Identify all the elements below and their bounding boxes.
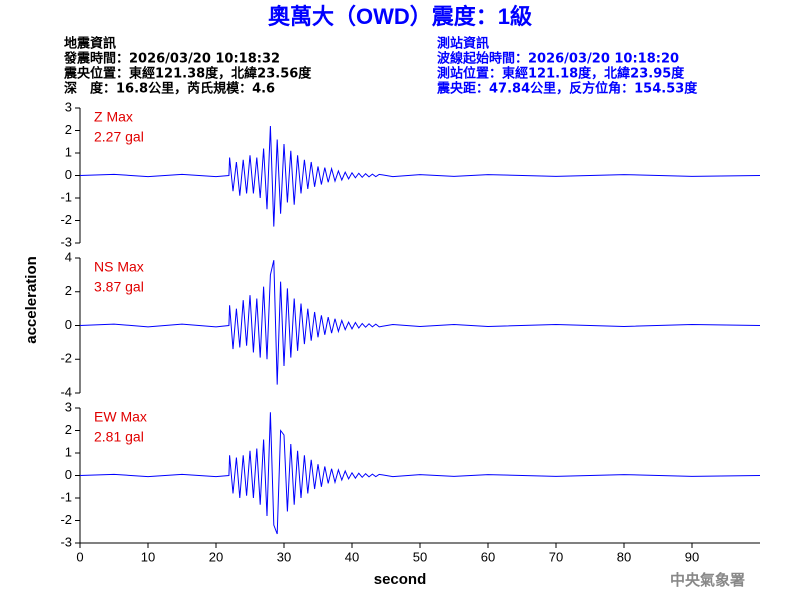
waveform	[79, 260, 761, 385]
info-line: 測站資訊	[437, 36, 489, 52]
info-line: 發震時間：2026/03/20 10:18:32	[63, 51, 280, 67]
x-tick-label: 20	[209, 549, 223, 564]
component-label: EW Max	[94, 409, 147, 425]
info-line: 震央位置：東經121.38度，北緯23.56度	[63, 66, 312, 82]
y-tick-label: 3	[65, 399, 72, 414]
component-label: NS Max	[94, 259, 144, 275]
y-tick-label: -2	[60, 512, 72, 527]
info-line: 波線起始時間：2026/03/20 10:18:20	[437, 51, 679, 67]
y-tick-label: 0	[65, 317, 72, 332]
info-line: 地震資訊	[64, 36, 116, 52]
waveform	[79, 412, 761, 535]
info-left: 地震資訊 發震時間：2026/03/20 10:18:32 震央位置：東經121…	[63, 36, 312, 97]
y-axis-label: acceleration	[23, 256, 40, 344]
x-tick-label: 70	[549, 549, 563, 564]
y-tick-label: -2	[60, 351, 72, 366]
y-tick-label: 4	[65, 249, 72, 264]
chart-title: 奧萬大（OWD）震度：1級	[268, 4, 532, 29]
agency: 中央氣象署	[670, 571, 745, 589]
info-line: 震央距：47.84公里，反方位角：154.53度	[436, 81, 698, 97]
max-label: 2.27 gal	[94, 129, 144, 145]
info-line: 深 度：16.8公里，芮氏規模：4.6	[64, 81, 275, 97]
y-tick-label: 0	[65, 167, 72, 182]
y-tick-label: 2	[65, 283, 72, 298]
x-tick-label: 10	[141, 549, 155, 564]
y-tick-label: -3	[60, 234, 72, 249]
y-tick-label: 3	[65, 99, 72, 114]
y-tick-label: -3	[60, 534, 72, 549]
y-tick-label: 1	[65, 444, 72, 459]
x-tick-label: 0	[76, 549, 83, 564]
x-tick-label: 40	[345, 549, 359, 564]
y-tick-label: 1	[65, 144, 72, 159]
x-tick-label: 50	[413, 549, 427, 564]
y-tick-label: -1	[60, 189, 72, 204]
y-tick-label: 0	[65, 467, 72, 482]
x-tick-label: 30	[277, 549, 291, 564]
y-tick-label: -4	[60, 384, 72, 399]
y-tick-label: -1	[60, 489, 72, 504]
max-label: 3.87 gal	[94, 279, 144, 295]
y-tick-label: 2	[65, 422, 72, 437]
max-label: 2.81 gal	[94, 429, 144, 445]
y-tick-label: -2	[60, 212, 72, 227]
info-right: 測站資訊 波線起始時間：2026/03/20 10:18:20 測站位置：東經1…	[436, 36, 698, 97]
waveform	[79, 125, 761, 227]
x-tick-label: 90	[685, 549, 699, 564]
info-line: 測站位置：東經121.18度，北緯23.95度	[437, 66, 685, 82]
y-tick-label: 2	[65, 122, 72, 137]
x-tick-label: 60	[481, 549, 495, 564]
x-tick-label: 80	[617, 549, 631, 564]
x-axis-label: second	[374, 571, 427, 588]
component-label: Z Max	[94, 109, 133, 125]
